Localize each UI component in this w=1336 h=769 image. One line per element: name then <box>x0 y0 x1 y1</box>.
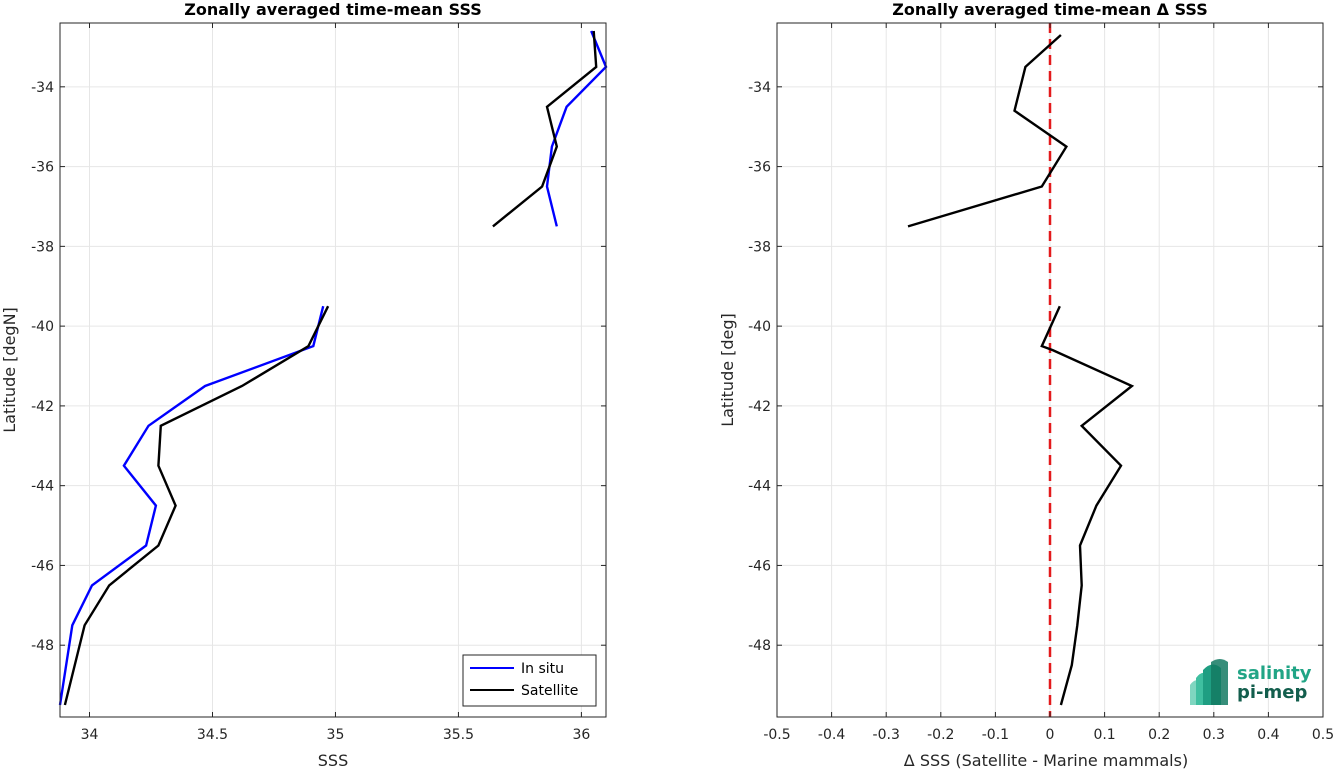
right-x-tick-label: 0.1 <box>1093 727 1115 743</box>
left-y-axis-label: Latitude [degN] <box>0 307 19 433</box>
right-y-tick-label: -34 <box>748 80 771 96</box>
right-y-tick-label: -46 <box>748 558 771 574</box>
left-x-axis-label: SSS <box>318 751 348 769</box>
left-y-tick-label: -38 <box>31 239 54 255</box>
right-y-tick-label: -42 <box>748 399 771 415</box>
right-chart-title: Zonally averaged time-mean Δ SSS <box>892 0 1208 19</box>
left-y-tick-label: -36 <box>31 160 54 176</box>
left-y-tick-label: -46 <box>31 558 54 574</box>
satellite-series-line <box>492 30 598 228</box>
legend: In situ Satellite <box>462 654 597 707</box>
right-y-tick-label: -48 <box>748 638 771 654</box>
right-series-group <box>907 34 1135 706</box>
left-x-tick-label: 34.5 <box>197 727 228 743</box>
salinity-pi-mep-logo: salinity pi-mep <box>1190 659 1312 705</box>
left-panel: 34 34.5 35 35.5 36 -48-46-44-42-40-38-36-34 … <box>0 0 608 769</box>
right-grid <box>776 23 1324 717</box>
left-axes-box <box>59 22 607 718</box>
left-y-tick-label: -34 <box>31 80 54 96</box>
logo-text-line1: salinity <box>1237 663 1312 684</box>
left-x-tick-label: 34 <box>81 727 99 743</box>
left-y-tick-label: -40 <box>31 319 54 335</box>
left-x-ticks: 34 34.5 35 35.5 36 <box>81 23 590 743</box>
right-x-tick-label: -0.1 <box>982 727 1009 743</box>
left-series-group <box>58 30 608 706</box>
in-situ-series-line <box>545 30 608 227</box>
right-x-tick-label: 0.5 <box>1312 727 1334 743</box>
right-y-ticks: -48 -46 -44 -42 -40 -38 -36 -34 <box>748 80 1323 654</box>
delta-sss-series-line <box>907 34 1069 228</box>
right-x-axis-label: Δ SSS (Satellite - Marine mammals) <box>904 751 1188 769</box>
left-grid <box>60 23 606 717</box>
satellite-series-line <box>63 305 330 706</box>
left-chart-title: Zonally averaged time-mean SSS <box>184 0 482 19</box>
right-panel: -0.5 -0.4 -0.3 -0.2 -0.1 0 0.1 0.2 0.3 0.4 0.5 -48… <box>718 0 1334 769</box>
right-y-tick-label: -44 <box>748 479 771 495</box>
right-x-tick-label: 0.3 <box>1203 727 1225 743</box>
left-y-ticks: -48 -46 -44 -42 -40 -38 -36 -34 <box>31 80 606 654</box>
legend-label-satellite: Satellite <box>521 683 578 699</box>
left-x-tick-label: 35 <box>327 727 345 743</box>
right-x-tick-label: -0.2 <box>927 727 954 743</box>
left-y-tick-label: -48 <box>31 638 54 654</box>
in-situ-series-line <box>58 305 325 706</box>
left-x-tick-label: 35.5 <box>443 727 474 743</box>
right-y-tick-label: -38 <box>748 239 771 255</box>
right-x-tick-label: -0.3 <box>873 727 900 743</box>
right-x-tick-label: 0 <box>1046 727 1055 743</box>
right-x-tick-label: -0.4 <box>818 727 845 743</box>
right-y-tick-label: -36 <box>748 160 771 176</box>
right-y-axis-label: Latitude [deg] <box>718 313 737 427</box>
legend-box <box>462 654 597 707</box>
left-y-tick-label: -42 <box>31 399 54 415</box>
logo-waves-icon <box>1190 659 1228 705</box>
right-x-tick-label: 0.4 <box>1257 727 1279 743</box>
delta-sss-series-line <box>1040 305 1135 706</box>
right-y-tick-label: -40 <box>748 319 771 335</box>
left-plot-area <box>60 23 606 717</box>
logo-text-line2: pi-mep <box>1237 682 1307 703</box>
right-x-ticks: -0.5 -0.4 -0.3 -0.2 -0.1 0 0.1 0.2 0.3 0.4 0.5 <box>763 23 1334 743</box>
right-x-tick-label: 0.2 <box>1148 727 1170 743</box>
left-x-tick-label: 36 <box>572 727 590 743</box>
legend-label-in-situ: In situ <box>521 661 564 677</box>
left-y-tick-label: -44 <box>31 479 54 495</box>
right-x-tick-label: -0.5 <box>763 727 790 743</box>
